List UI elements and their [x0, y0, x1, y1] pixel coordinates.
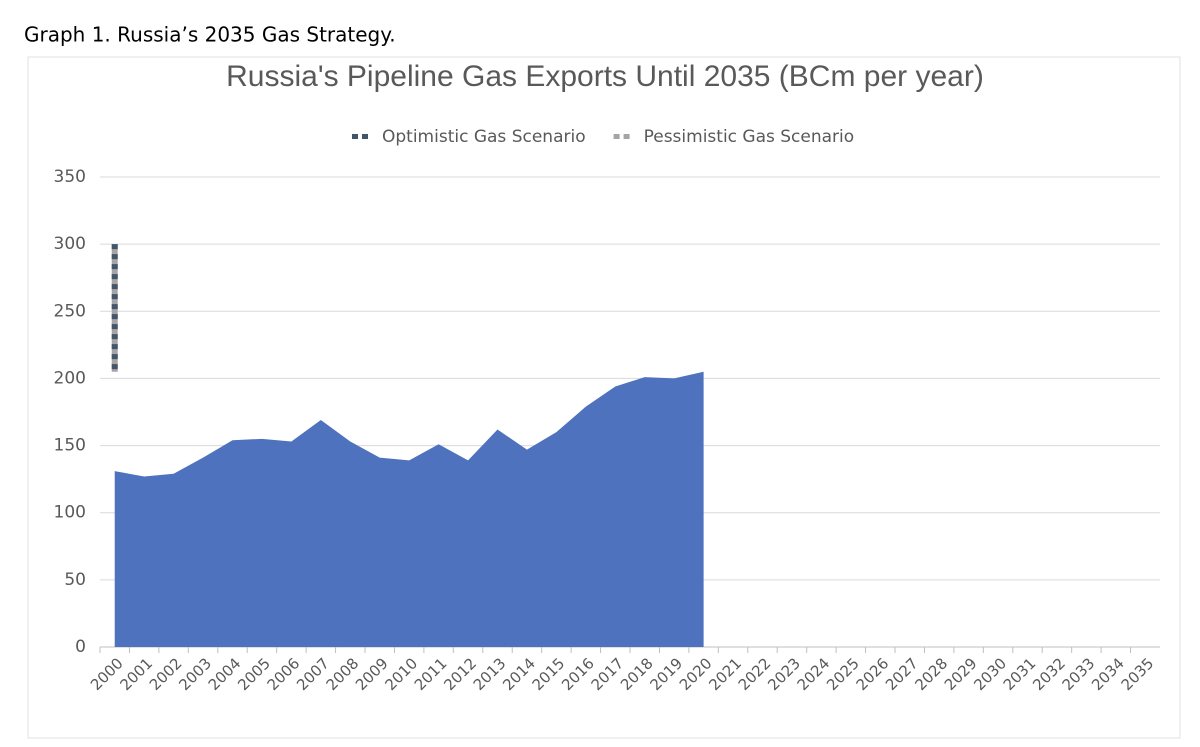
legend-swatch [352, 134, 358, 139]
area [114, 371, 704, 647]
chart-title: Russia's Pipeline Gas Exports Until 2035… [226, 60, 984, 93]
legend-swatch [362, 134, 368, 139]
y-tick-label: 50 [64, 570, 86, 590]
y-tick-label: 100 [54, 503, 86, 523]
y-tick-label: 200 [54, 368, 86, 388]
legend-swatch [613, 134, 620, 139]
y-tick-label: 150 [54, 436, 86, 456]
y-tick-label: 0 [75, 637, 86, 657]
legend-swatch [623, 134, 630, 139]
y-tick-label: 300 [54, 234, 86, 254]
legend-label: Pessimistic Gas Scenario [644, 127, 855, 147]
y-tick-label: 250 [54, 301, 86, 321]
caption: Graph 1. Russia’s 2035 Gas Strategy. [24, 23, 396, 47]
legend-label: Optimistic Gas Scenario [382, 127, 586, 147]
y-tick-label: 350 [54, 167, 86, 187]
